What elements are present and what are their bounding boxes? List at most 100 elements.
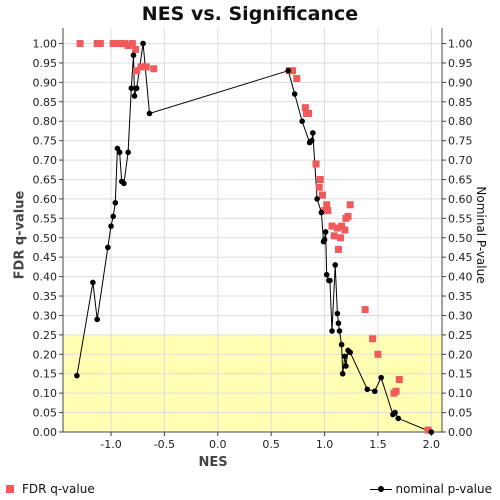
pvalue-point [110,213,116,220]
fdr-point [316,176,324,183]
y-tick-label-right: 0.45 [448,251,473,264]
y-tick-label-right: 0.95 [448,57,473,70]
pvalue-point [428,429,435,435]
pvalue-point [310,130,316,136]
x-tick-label: 2.0 [423,438,441,451]
fdr-point [346,201,354,209]
y-tick-label-right: 1.00 [448,38,473,51]
legend-fdr: FDR q-value [6,482,95,496]
pvalue-point [323,271,330,278]
pvalue-point [291,91,298,97]
fdr-point [324,207,332,215]
y-tick-label-right: 0.10 [448,387,473,400]
y-tick-label-right: 0.65 [448,174,473,187]
y-tick-label-right: 0.80 [448,115,473,128]
y-tick-label-left: 0.25 [33,329,58,342]
pvalue-point [308,137,315,144]
pvalue-point [395,415,402,422]
y-tick-label-left: 0.00 [33,426,58,439]
pvalue-point [338,341,345,348]
y-tick-label-left: 0.15 [33,368,58,381]
fdr-point [333,224,341,232]
fdr-point [318,191,326,199]
pvalue-point [314,196,320,202]
fdr-point [344,212,352,220]
y-tick-label-right: 0.75 [448,135,473,148]
fdr-point [424,426,432,434]
pvalue-point [322,229,329,235]
pvalue-point [128,85,135,92]
y-tick-label-right: 0.40 [448,271,473,284]
pvalue-swatch-icon [369,485,392,493]
pvalue-point [343,363,349,369]
y-tick-label-right: 0.15 [448,368,473,381]
pvalue-point [342,353,348,360]
pvalue-point [130,52,137,58]
fdr-point [334,245,342,253]
y-tick-label-left: 0.30 [33,309,58,322]
legend-pvalue-label: nominal p-value [395,482,492,496]
y-tick-label-left: 0.20 [33,348,58,361]
pvalue-point [364,386,371,393]
pvalue-point [285,67,292,74]
fdr-point [96,40,104,48]
pvalue-point [140,40,146,47]
pvalue-point [116,149,123,156]
pvalue-point [105,244,111,251]
y-tick-label-right: 0.50 [448,232,473,245]
pvalue-point [131,93,138,99]
fdr-swatch-icon [6,485,14,493]
y-tick-label-right: 0.90 [448,76,473,89]
y-axis-left-title: FDR q-value [12,190,28,280]
y-tick-label-right: 0.85 [448,96,473,109]
fdr-point [142,63,150,71]
x-tick-label: -1.0 [100,438,121,451]
pvalue-point [321,236,328,243]
pvalue-point [332,262,339,268]
y-tick-label-right: 0.60 [448,193,473,206]
y-tick-label-right: 0.70 [448,154,473,167]
y-tick-label-left: 0.05 [33,407,58,420]
y-tick-label-right: 0.00 [448,426,473,439]
fdr-point [315,183,323,191]
pvalue-point [335,320,342,327]
y-tick-label-left: 0.95 [33,57,58,70]
y-tick-label-left: 0.85 [33,96,58,109]
y-tick-label-right: 0.35 [448,290,473,303]
fdr-point [337,234,345,242]
y-tick-label-right: 0.20 [448,348,473,361]
y-tick-label-left: 1.00 [33,38,58,51]
pvalue-point [299,118,305,125]
y-tick-label-left: 0.10 [33,387,58,400]
fdr-point [305,109,313,117]
pvalue-point [146,110,153,117]
y-axis-right-title: Nominal P-value [474,186,488,284]
pvalue-point [121,180,127,187]
pvalue-point [133,85,140,92]
legend-fdr-label: FDR q-value [22,482,95,496]
y-tick-label-right: 0.30 [448,309,473,322]
fdr-point [330,232,338,240]
fdr-point [133,67,141,75]
fdr-point [395,376,403,384]
y-tick-label-left: 0.50 [33,232,58,245]
y-tick-label-left: 0.90 [33,76,58,89]
x-tick-label: 1.5 [369,438,387,451]
fdr-point [328,222,336,230]
y-tick-label-left: 0.80 [33,115,58,128]
pvalue-point [392,409,398,416]
y-tick-label-left: 0.70 [33,154,58,167]
y-tick-label-left: 0.60 [33,193,58,206]
fdr-point [374,350,382,358]
fdr-point [293,75,301,82]
pvalue-point [108,223,114,229]
x-tick-label: 1.0 [316,438,334,451]
pvalue-point [94,316,100,323]
x-axis-title: NES [198,455,228,470]
pvalue-point [329,328,335,334]
pvalue-point [347,349,353,356]
fdr-point [124,41,132,49]
y-tick-label-left: 0.45 [33,251,58,264]
